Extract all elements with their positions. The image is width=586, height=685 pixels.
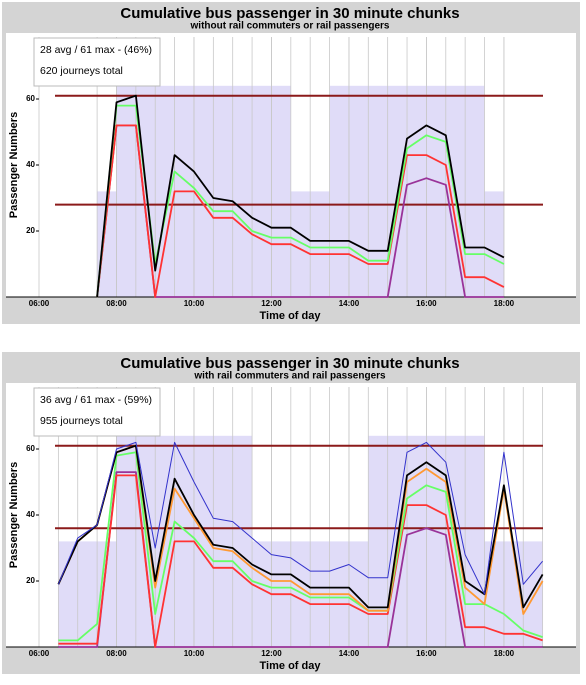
chart-title: Cumulative bus passenger in 30 minute ch… (120, 5, 459, 22)
x-tick-label: 10:00 (184, 649, 205, 658)
annotation: 620 journeys total (40, 65, 123, 77)
x-tick-label: 18:00 (494, 649, 515, 658)
y-axis-label: Passenger Numbers (8, 462, 20, 568)
y-tick-label: 20 (26, 226, 35, 235)
annotation-box (33, 387, 161, 437)
y-tick-label: 40 (26, 160, 35, 169)
y-axis-label: Passenger Numbers (8, 112, 20, 218)
series-line (58, 451, 543, 642)
series-line (58, 474, 543, 648)
x-tick-label: 06:00 (29, 299, 50, 308)
x-tick-label: 12:00 (261, 299, 282, 308)
annotation: 36 avg / 61 max - (59%) (40, 394, 152, 406)
series-line (57, 441, 543, 595)
x-axis-label: Time of day (260, 660, 322, 672)
annotation: 28 avg / 61 max - (46%) (40, 44, 152, 56)
series-line (96, 94, 505, 298)
series-line (96, 124, 504, 298)
y-tick-label: 40 (26, 510, 35, 519)
chart: Cumulative bus passenger in 30 minute ch… (2, 352, 580, 674)
x-tick-label: 14:00 (339, 299, 360, 308)
x-tick-label: 18:00 (494, 299, 515, 308)
chart-subtitle: with rail commuters and rail passengers (193, 371, 386, 382)
chart: Cumulative bus passenger in 30 minute ch… (2, 2, 580, 324)
y-tick-label: 60 (26, 94, 35, 103)
series-line (96, 124, 505, 298)
x-tick-label: 08:00 (106, 649, 127, 658)
x-axis-label: Time of day (260, 310, 322, 322)
y-tick-label: 20 (26, 576, 35, 585)
x-tick-label: 10:00 (184, 299, 205, 308)
x-tick-label: 14:00 (339, 649, 360, 658)
x-tick-label: 06:00 (29, 649, 50, 658)
shade-band (97, 191, 117, 297)
x-tick-label: 16:00 (416, 649, 437, 658)
y-tick-label: 60 (26, 444, 35, 453)
series-line (57, 444, 544, 609)
chart-subtitle: without rail commuters or rail passenger… (190, 21, 390, 32)
shade-band (484, 541, 543, 647)
x-tick-label: 08:00 (106, 299, 127, 308)
shade-band (484, 191, 504, 297)
annotation-box (33, 37, 161, 87)
chart-title: Cumulative bus passenger in 30 minute ch… (120, 355, 459, 372)
x-tick-label: 12:00 (261, 649, 282, 658)
x-tick-label: 16:00 (416, 299, 437, 308)
annotation: 955 journeys total (40, 415, 123, 427)
